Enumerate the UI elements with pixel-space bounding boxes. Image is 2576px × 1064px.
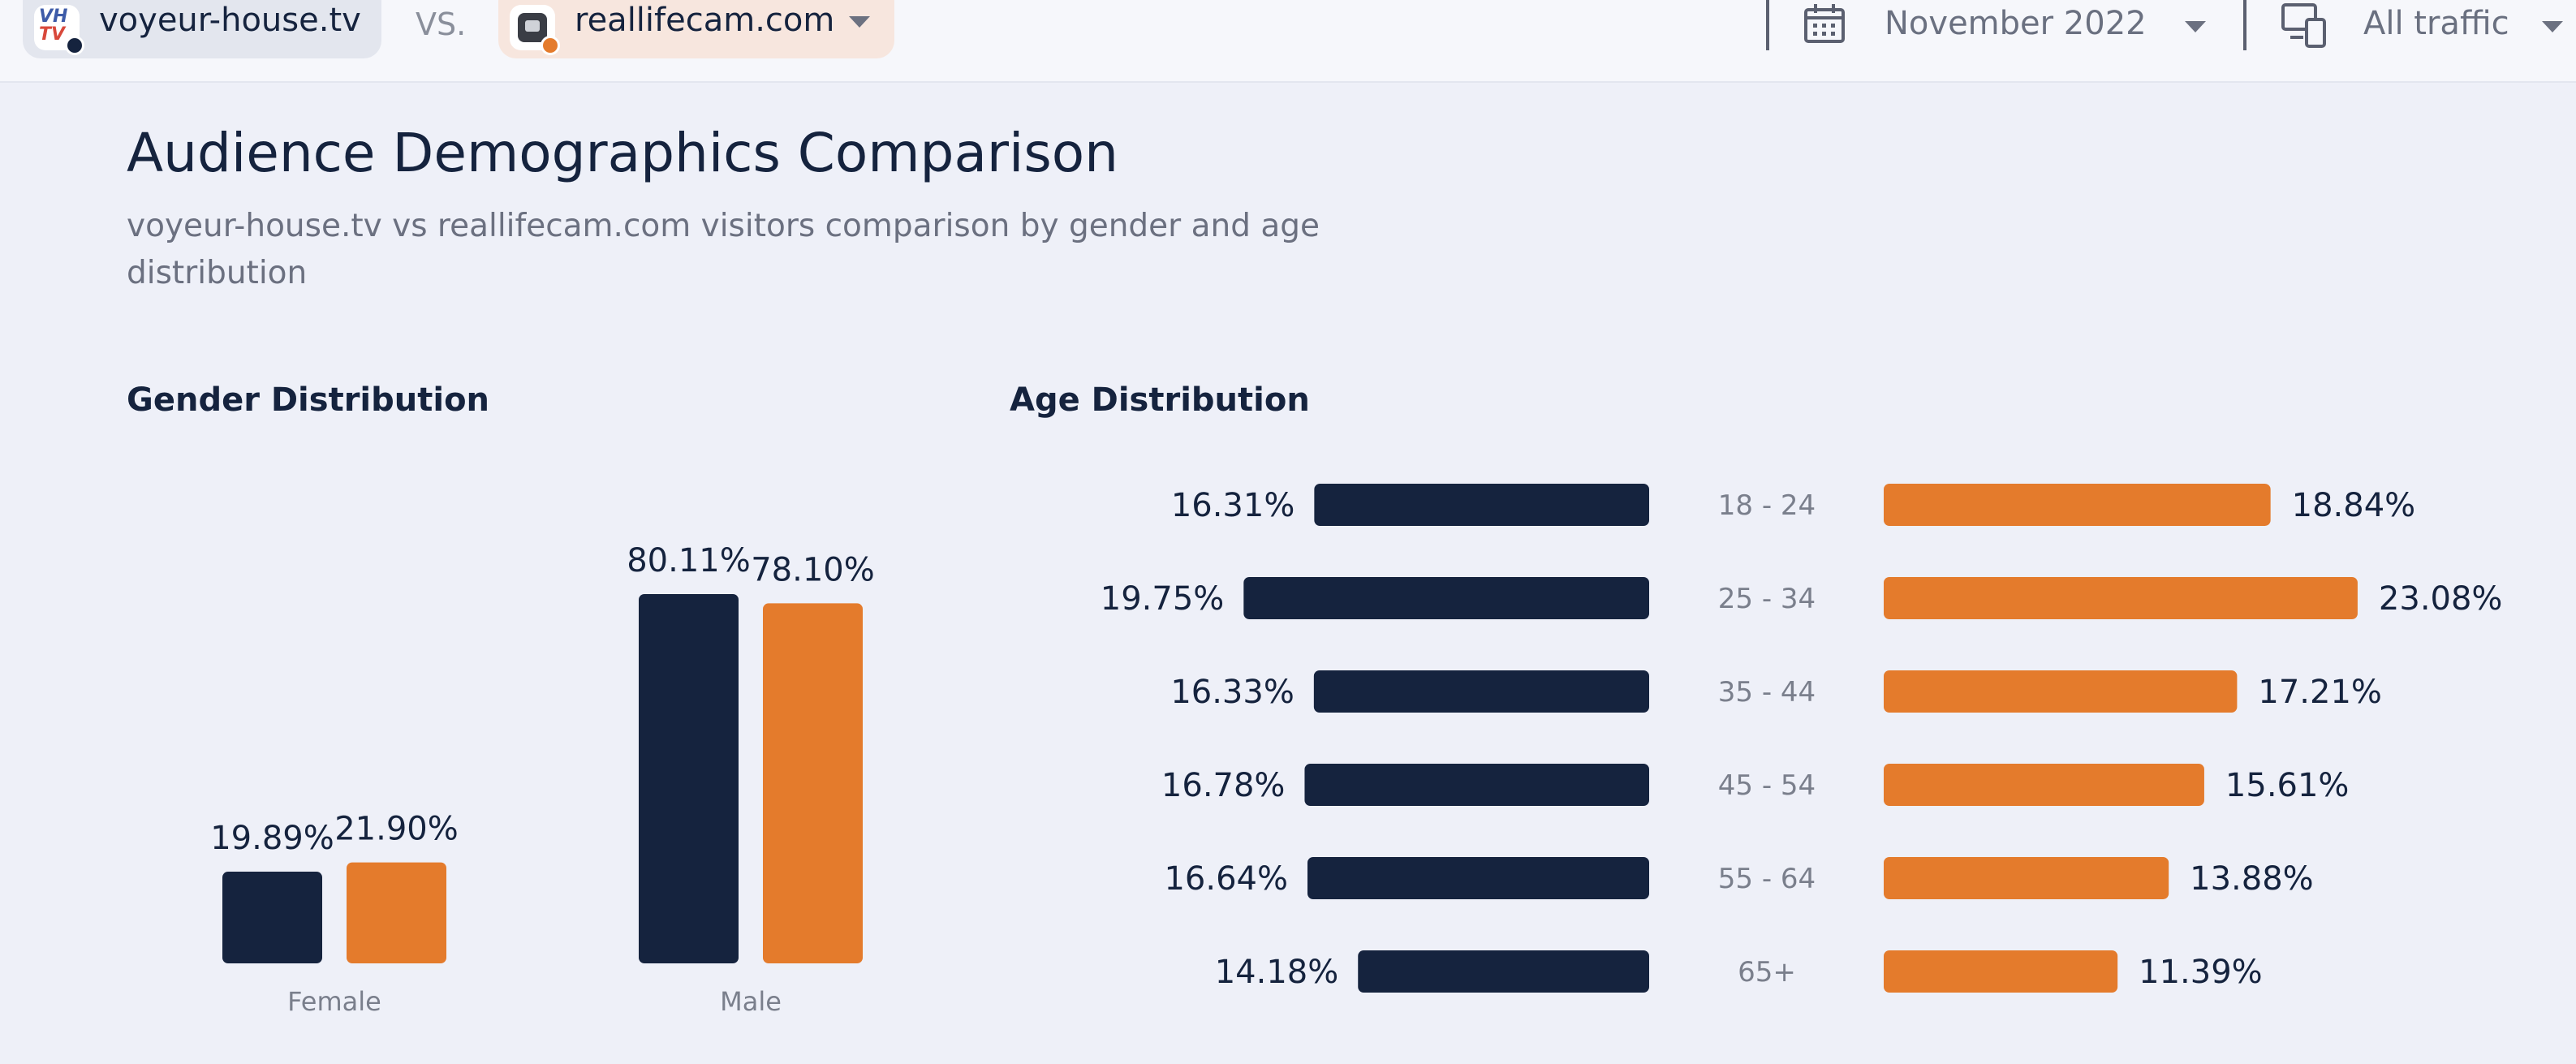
age-bar [1884,670,2238,713]
vs-label: VS. [416,6,467,42]
age-bar [1304,764,1649,806]
page-title: Audience Demographics Comparison [127,122,1118,184]
gender-bar [639,594,739,963]
age-value-label: 23.08% [2379,580,2503,618]
site2-color-dot [541,36,560,55]
age-value-label: 16.33% [1170,674,1294,711]
age-value-label: 13.88% [2190,860,2314,898]
age-value-label: 15.61% [2225,767,2350,804]
gender-bar [347,862,446,963]
divider [1766,0,1769,50]
age-category-label: 18 - 24 [1718,489,1816,522]
age-bar [1313,670,1649,713]
age-value-label: 17.21% [2258,674,2382,711]
age-bar [1314,484,1649,526]
age-value-label: 16.31% [1171,487,1295,524]
site1-name: voyeur-house.tv [99,2,361,39]
site2-favicon-icon [510,5,560,55]
gender-value-label: 19.89% [210,820,334,857]
gender-value-label: 21.90% [334,811,459,848]
date-chevron-down-icon[interactable] [2185,21,2206,32]
age-category-label: 65+ [1738,956,1796,989]
age-bar [1884,950,2118,993]
date-filter[interactable]: November 2022 [1885,5,2147,42]
age-bar [1884,857,2169,899]
age-category-label: 35 - 44 [1718,676,1816,709]
age-value-label: 16.64% [1164,860,1288,898]
calendar-icon [1804,4,1845,43]
gender-value-label: 78.10% [751,551,875,588]
gender-section-title: Gender Distribution [127,381,490,419]
age-section-title: Age Distribution [1010,381,1310,419]
site2-selector[interactable]: reallifecam.com [498,0,894,58]
site1-favicon-top: VH [39,6,68,27]
site1-favicon-bottom: TV [39,24,66,45]
top-bar: VH TV voyeur-house.tv VS. reallifecam.com… [0,0,2576,83]
traffic-filter[interactable]: All traffic [2363,5,2509,42]
age-value-label: 18.84% [2292,487,2416,524]
age-bar [1358,950,1649,993]
age-bar [1884,577,2358,619]
divider [2243,0,2246,50]
age-bar [1243,577,1649,619]
age-category-label: 25 - 34 [1718,583,1816,615]
gender-category-label: Female [287,986,381,1017]
gender-bar [763,603,863,963]
age-value-label: 16.78% [1161,767,1286,804]
site2-name: reallifecam.com [575,2,835,39]
site2-chevron-down-icon[interactable] [849,16,870,28]
age-category-label: 55 - 64 [1718,863,1816,895]
age-bar [1307,857,1649,899]
age-bar [1884,484,2271,526]
site1-color-dot [65,36,84,55]
traffic-chevron-down-icon[interactable] [2542,21,2563,32]
gender-bar [222,872,322,963]
age-value-label: 11.39% [2139,954,2263,991]
site1-favicon-icon: VH TV [34,5,84,55]
gender-category-label: Male [720,986,782,1017]
age-value-label: 14.18% [1215,954,1339,991]
age-value-label: 19.75% [1101,580,1225,618]
age-category-label: 45 - 54 [1718,769,1816,802]
page-subtitle: voyeur-house.tv vs reallifecam.com visit… [127,208,1320,291]
site1-selector[interactable]: VH TV voyeur-house.tv [23,0,381,58]
gender-value-label: 80.11% [627,542,751,579]
devices-icon [2281,3,2326,48]
age-bar [1884,764,2204,806]
